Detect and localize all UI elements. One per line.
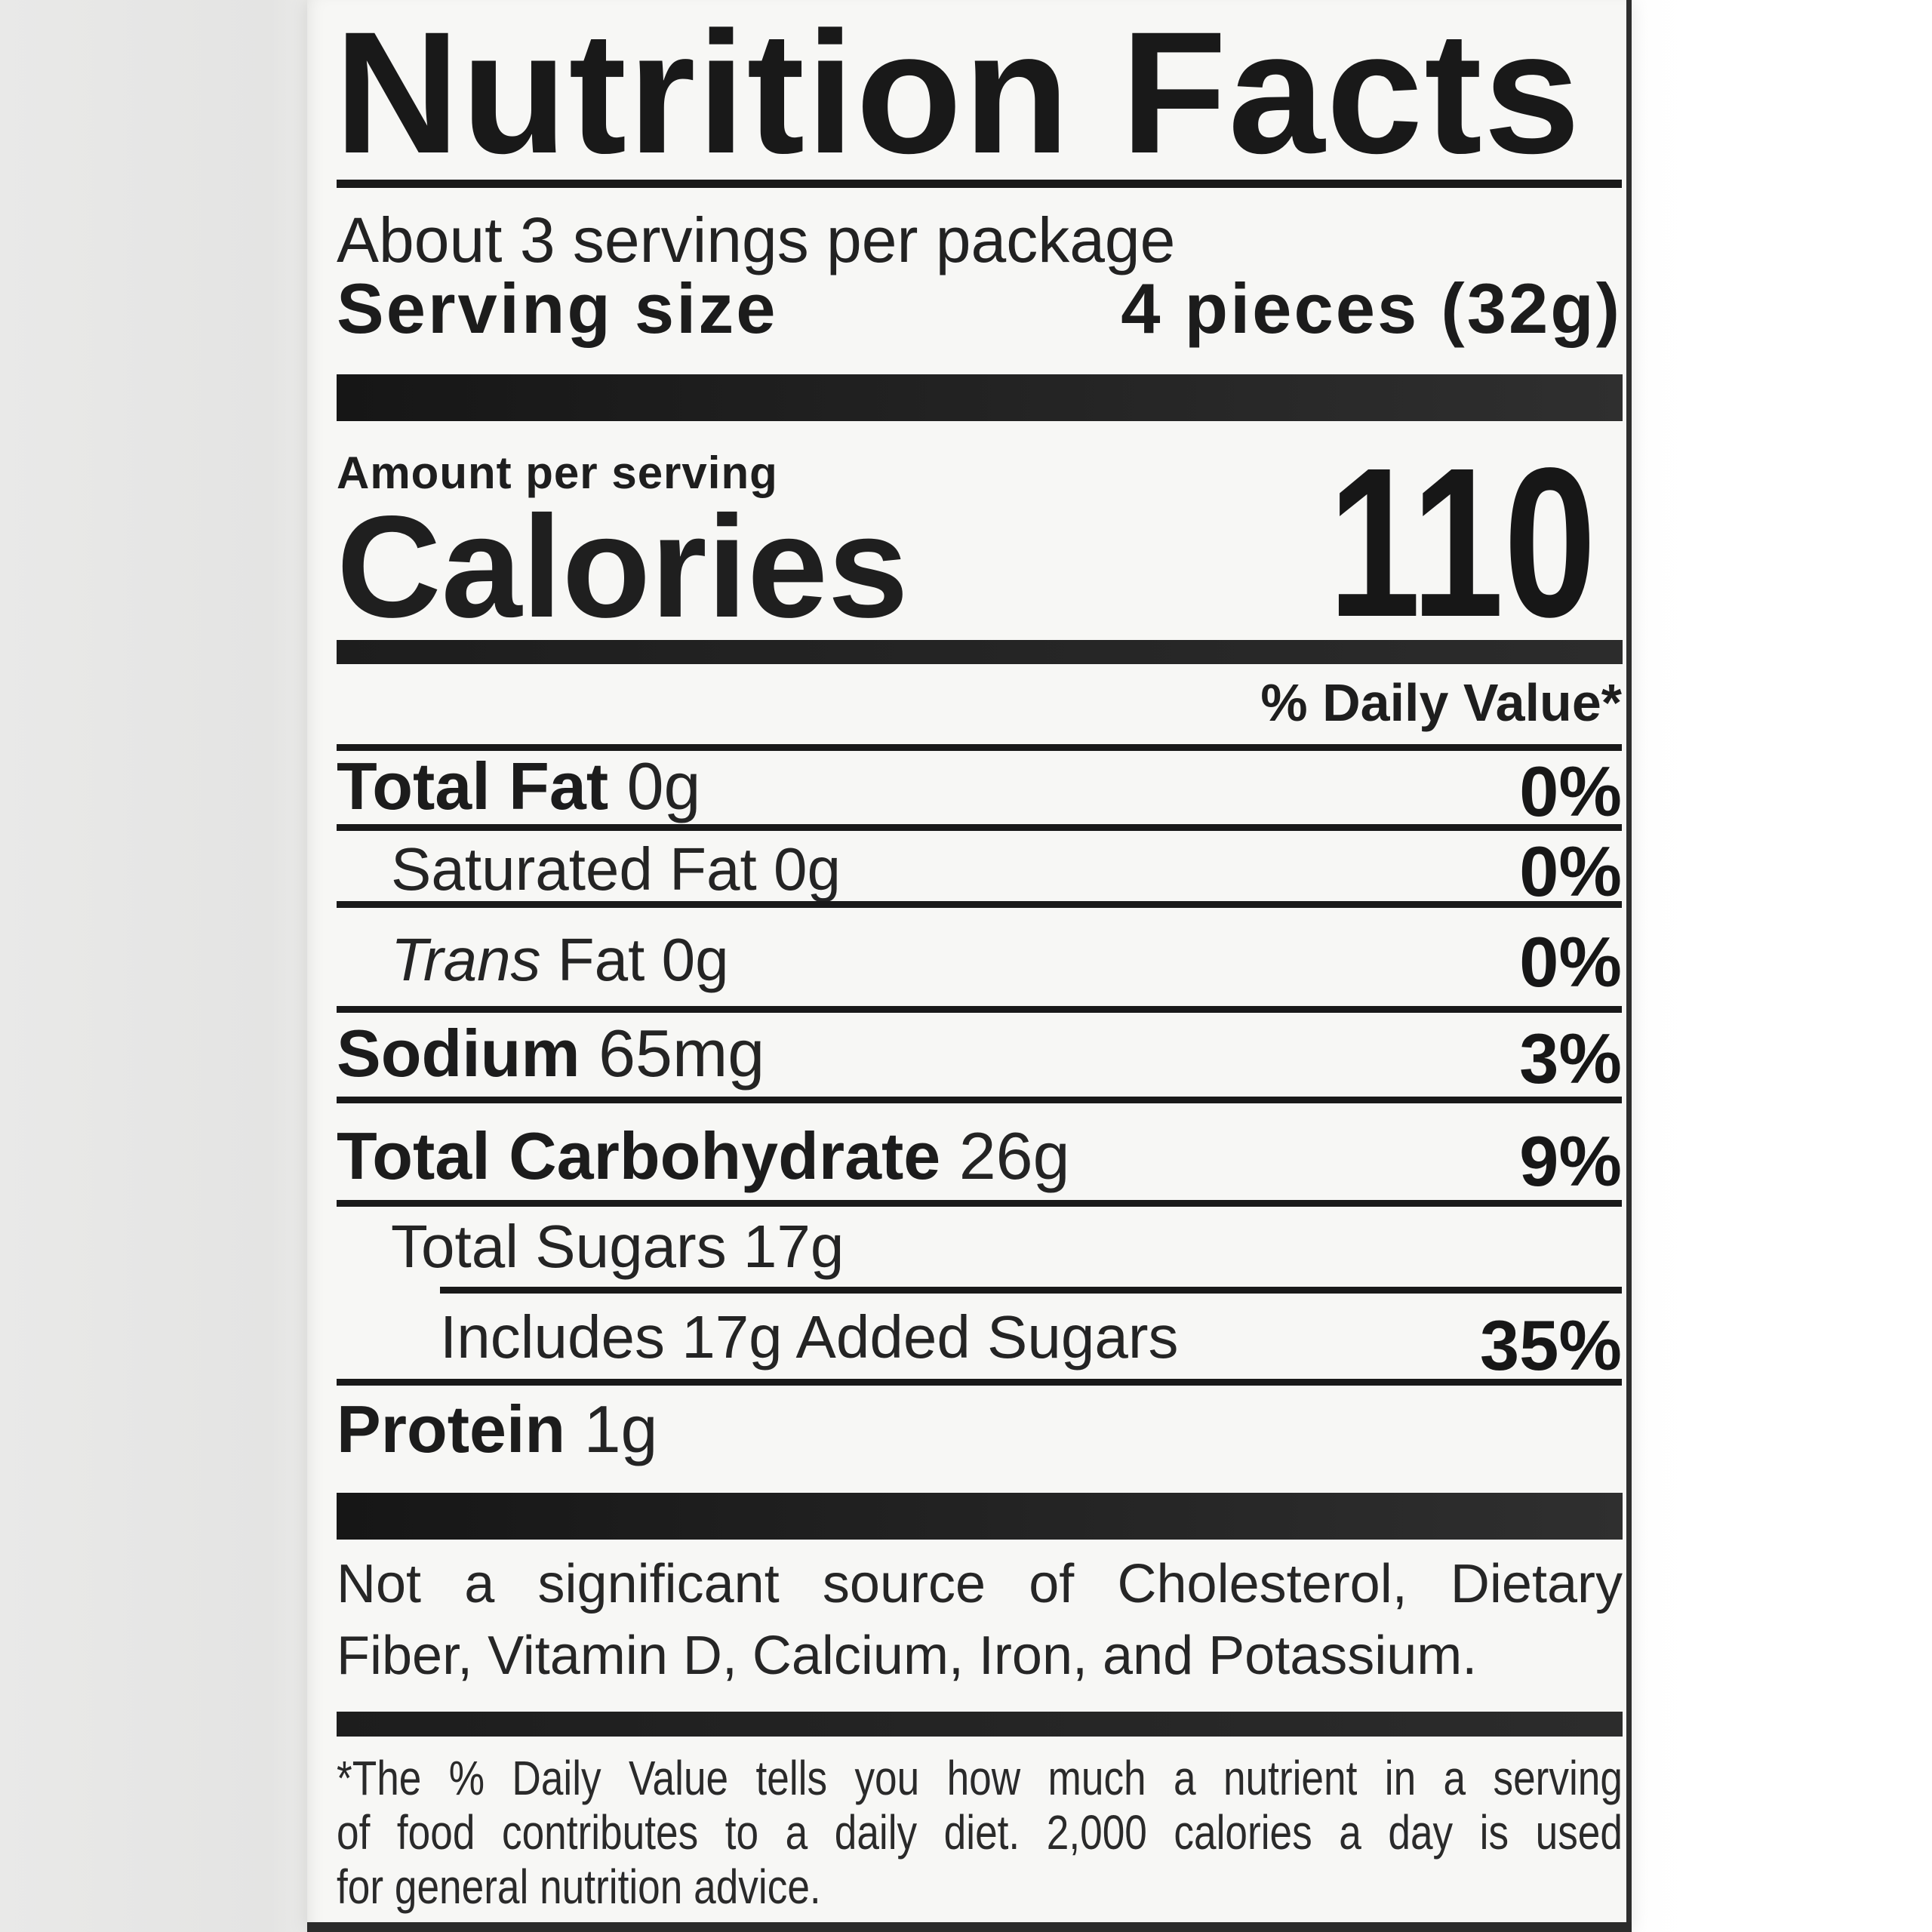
nutrient-amount: 26g [940,1118,1070,1193]
divider-dv [337,744,1622,751]
percent-added-sugars: 35% [1479,1306,1622,1385]
nutrient-name: Includes 17g Added Sugars [440,1303,1179,1371]
serving-size-value: 4 pieces (32g) [1121,269,1622,348]
divider-3 [337,1006,1622,1013]
not-significant-line1: Not a significant source of Cholesterol,… [337,1554,1623,1614]
divider-under-title [337,180,1622,188]
nutrient-name-italic: Trans [391,926,541,993]
percent-sodium: 3% [1519,1019,1622,1098]
serving-size-row: Serving size 4 pieces (32g) [337,273,1622,344]
divider-5 [337,1200,1622,1207]
percent-total-fat: 0% [1519,752,1622,831]
thick-bar-top [337,374,1623,421]
nutrient-amount: 0g [756,835,841,903]
nutrition-facts-label: Nutrition Facts About 3 servings per pac… [307,0,1632,1932]
daily-value-footnote: *The % Daily Value tells you how much a … [337,1751,1623,1914]
not-significant-note: Not a significant source of Cholesterol,… [337,1549,1623,1692]
row-protein: Protein 1g [337,1396,658,1463]
row-total-sugars: Total Sugars 17g [391,1217,844,1277]
footnote-line3: for general nutrition advice. [337,1860,821,1914]
serving-size-label: Serving size [337,269,778,348]
percent-trans-fat: 0% [1519,922,1622,1001]
divider-indented [440,1287,1622,1294]
nutrient-name: Sodium [337,1016,580,1091]
divider-6 [337,1379,1622,1386]
label-title: Nutrition Facts [334,0,1582,189]
calories-label: Calories [337,485,909,648]
nutrient-amount: 17g [726,1213,844,1280]
percent-total-carbohydrate: 9% [1519,1121,1622,1201]
nutrient-name: Fat [540,926,645,993]
nutrient-amount: 65mg [580,1016,765,1091]
nutrient-name: Total Fat [337,749,609,823]
nutrient-name: Protein [337,1392,566,1466]
label-bottom-edge-bar [307,1922,1632,1932]
row-total-fat: Total Fat 0g [337,753,700,820]
row-sodium: Sodium 65mg [337,1020,764,1087]
nutrient-name: Total Sugars [391,1213,727,1280]
nutrient-amount: 0g [608,749,701,823]
percent-saturated-fat: 0% [1519,832,1622,911]
row-trans-fat: Trans Fat 0g [391,930,729,990]
nutrient-name: Total Carbohydrate [337,1118,941,1193]
nutrient-amount: 0g [645,926,729,993]
medium-bar-under-calories [337,640,1623,664]
footnote-line2: of food contributes to a daily diet. 2,0… [337,1805,1623,1860]
medium-bar-above-footnote [337,1712,1623,1737]
row-saturated-fat: Saturated Fat 0g [391,839,841,900]
row-total-carbohydrate: Total Carbohydrate 26g [337,1123,1070,1189]
thick-bar-bottom [337,1493,1623,1540]
divider-1 [337,824,1622,831]
daily-value-header: % Daily Value* [1260,673,1622,732]
divider-4 [337,1097,1622,1103]
divider-2 [337,901,1622,908]
footnote-line1: *The % Daily Value tells you how much a … [337,1751,1623,1805]
not-significant-line2: Fiber, Vitamin D, Calcium, Iron, and Pot… [337,1626,1478,1686]
nutrient-amount: 1g [565,1392,658,1466]
row-added-sugars: Includes 17g Added Sugars [440,1307,1179,1367]
nutrient-name: Saturated Fat [391,835,757,903]
servings-per-package: About 3 servings per package [337,205,1176,275]
amount-per-serving-label: Amount per serving [337,448,778,498]
calories-value: 110 [1328,423,1596,661]
